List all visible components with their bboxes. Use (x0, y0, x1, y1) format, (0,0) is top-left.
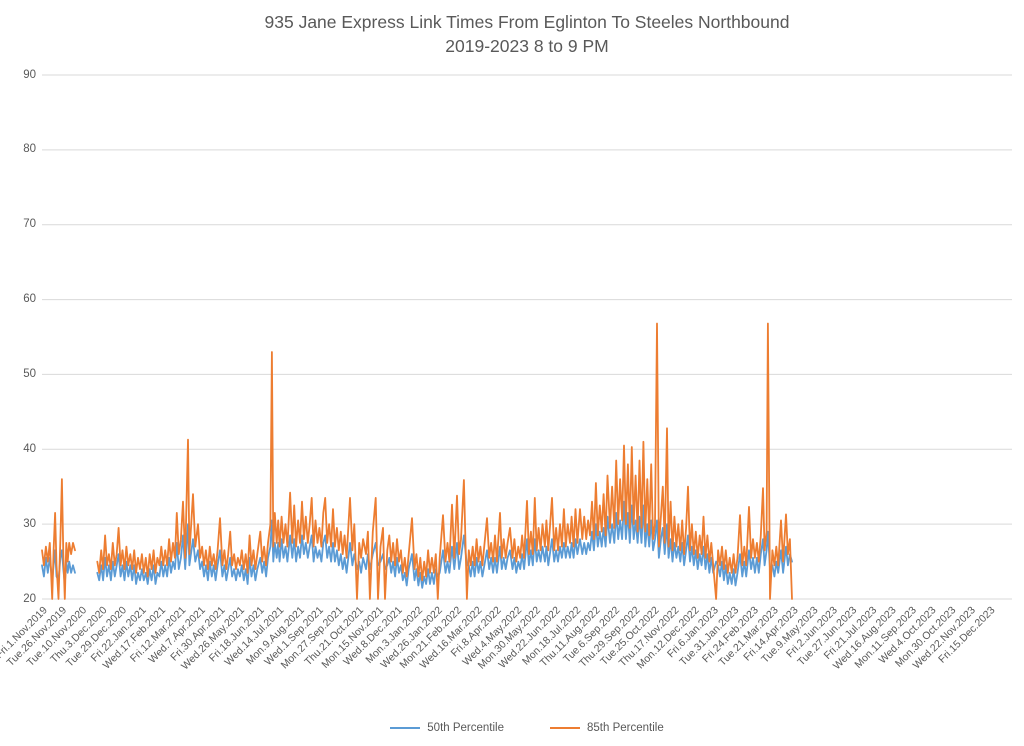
series-85th-percentile-line (41, 478, 76, 600)
y-tick-label: 70 (23, 218, 36, 231)
chart-title-line2: 2019-2023 8 to 9 PM (445, 36, 609, 56)
legend-label-50th: 50th Percentile (427, 722, 504, 734)
y-tick-label: 90 (23, 68, 36, 81)
series-85th-percentile-line (96, 322, 793, 600)
y-tick-label: 40 (23, 442, 36, 455)
y-tick-label: 60 (23, 293, 36, 306)
chart-title: 935 Jane Express Link Times From Eglinto… (42, 10, 1012, 58)
legend: 50th Percentile 85th Percentile (42, 722, 1012, 734)
legend-line-swatch-85th (550, 726, 580, 730)
y-tick-label: 20 (23, 592, 36, 605)
legend-line-swatch-50th (390, 726, 421, 730)
y-tick-label: 30 (23, 517, 36, 530)
legend-label-85th: 85th Percentile (587, 722, 664, 734)
legend-item-85th-percentile: 85th Percentile (550, 722, 664, 734)
series-50th-percentile-line (96, 500, 793, 589)
chart-title-line1: 935 Jane Express Link Times From Eglinto… (264, 12, 790, 32)
y-tick-label: 50 (23, 367, 36, 380)
legend-item-50th-percentile: 50th Percentile (390, 722, 504, 734)
y-tick-label: 80 (23, 143, 36, 156)
